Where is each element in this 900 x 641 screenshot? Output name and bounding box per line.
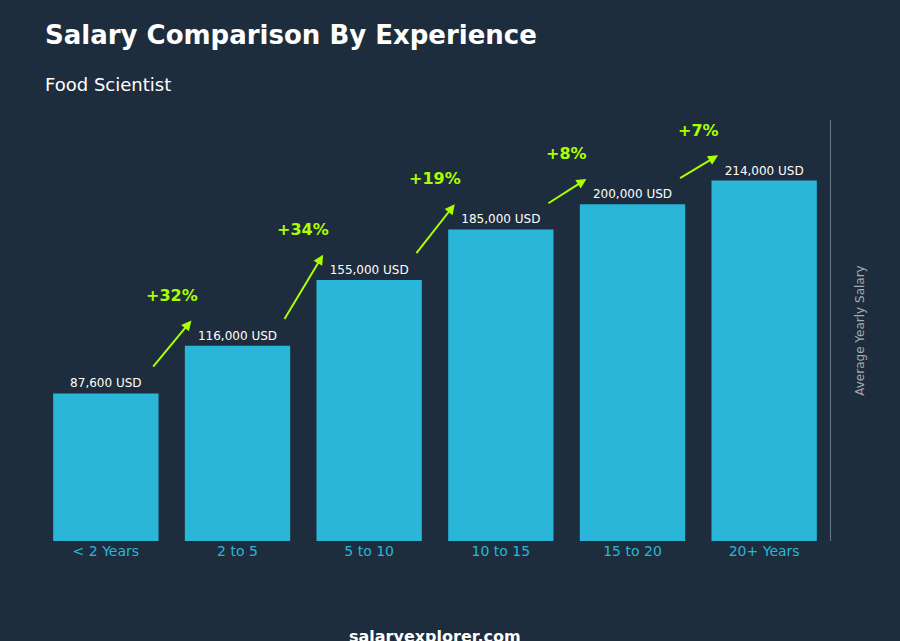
svg-text:+7%: +7% [678, 121, 719, 140]
svg-text:15 to 20: 15 to 20 [603, 543, 662, 559]
svg-text:+32%: +32% [146, 286, 198, 305]
svg-text:87,600 USD: 87,600 USD [70, 376, 141, 390]
svg-text:Average Yearly Salary: Average Yearly Salary [853, 265, 867, 395]
svg-text:Salary Comparison By Experienc: Salary Comparison By Experience [45, 20, 537, 50]
svg-text:116,000 USD: 116,000 USD [198, 329, 277, 343]
svg-text:200,000 USD: 200,000 USD [593, 187, 672, 201]
svg-text:+34%: +34% [277, 220, 329, 239]
svg-text:Food Scientist: Food Scientist [45, 74, 171, 95]
svg-text:salaryexplorer.com: salaryexplorer.com [349, 627, 521, 641]
svg-text:+19%: +19% [409, 169, 461, 188]
svg-text:20+ Years: 20+ Years [729, 543, 800, 559]
svg-text:+8%: +8% [546, 144, 587, 163]
svg-text:155,000 USD: 155,000 USD [330, 263, 409, 277]
svg-text:2 to 5: 2 to 5 [217, 543, 258, 559]
svg-text:214,000 USD: 214,000 USD [725, 164, 804, 178]
svg-text:185,000 USD: 185,000 USD [461, 212, 540, 226]
svg-text:< 2 Years: < 2 Years [73, 543, 139, 559]
svg-text:5 to 10: 5 to 10 [344, 543, 394, 559]
svg-text:10 to 15: 10 to 15 [472, 543, 531, 559]
